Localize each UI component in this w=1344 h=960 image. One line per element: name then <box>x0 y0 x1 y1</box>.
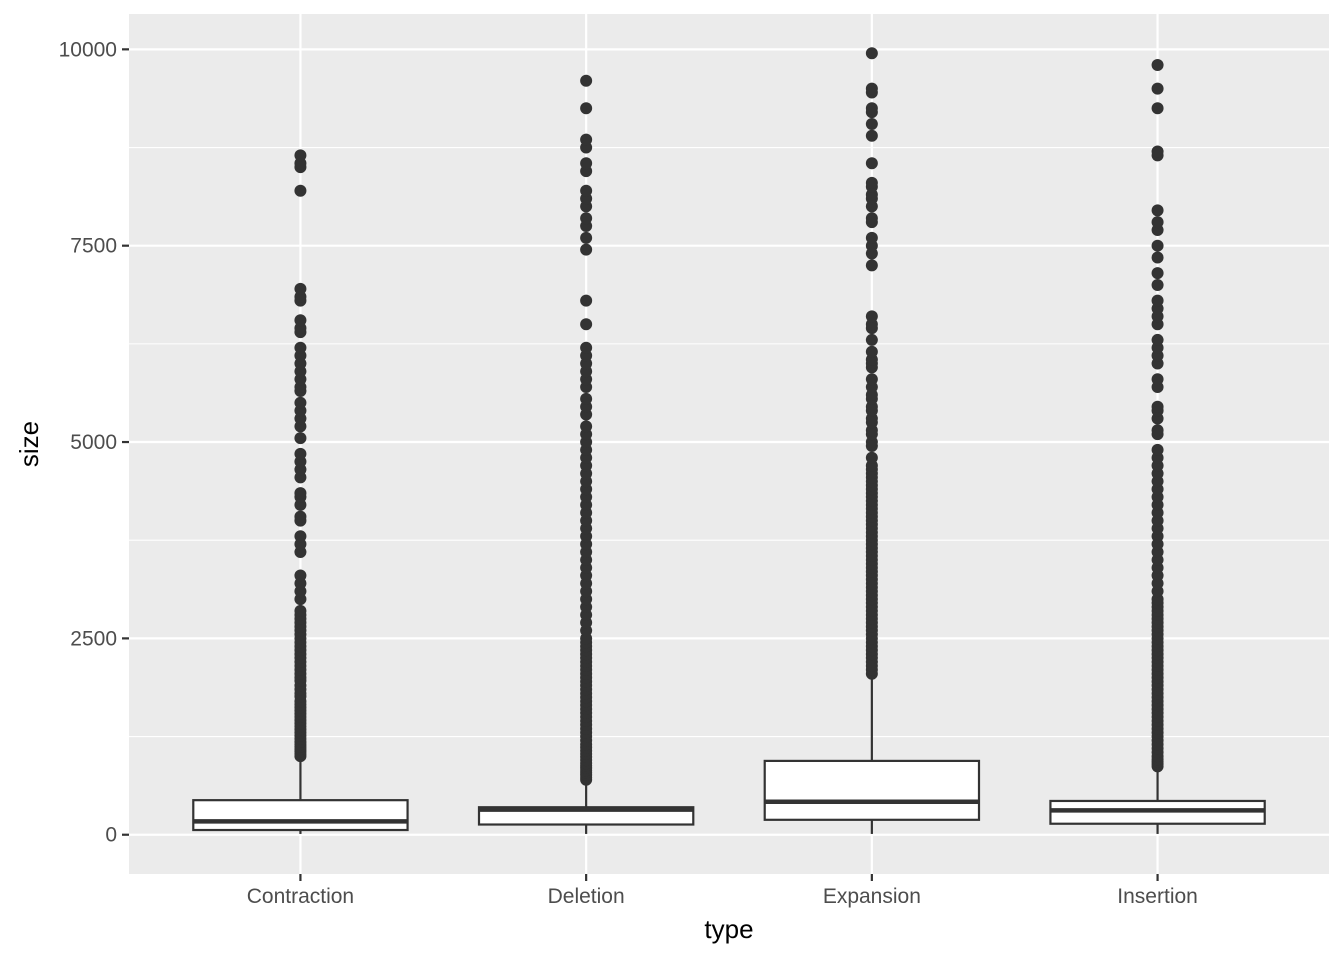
outlier-point <box>1151 400 1164 413</box>
outlier-point <box>1151 294 1164 307</box>
outlier-point <box>865 345 878 358</box>
outlier-point <box>865 373 878 386</box>
minor-gridlines <box>129 146 1329 738</box>
outlier-point <box>865 231 878 244</box>
outlier-point <box>580 341 593 354</box>
outlier-point <box>1151 102 1164 115</box>
outlier-point <box>580 212 593 225</box>
outlier-point <box>865 212 878 225</box>
outlier-point <box>865 47 878 60</box>
outlier-point <box>865 157 878 170</box>
y-tick-label: 0 <box>105 824 117 847</box>
outlier-point <box>294 487 307 500</box>
outlier-point <box>865 333 878 346</box>
outlier-point <box>580 102 593 115</box>
x-tick-label: Insertion <box>1117 885 1198 908</box>
y-tick-label: 10000 <box>59 38 117 61</box>
boxplot-series <box>192 47 1266 834</box>
outlier-point <box>1151 82 1164 95</box>
outlier-point <box>294 282 307 295</box>
outlier-point <box>865 451 878 464</box>
outlier-point <box>294 314 307 327</box>
outlier-point <box>865 82 878 95</box>
outlier-point <box>865 259 878 272</box>
box <box>192 799 409 832</box>
outlier-point <box>865 129 878 142</box>
outlier-point <box>580 74 593 87</box>
outlier-point <box>1151 216 1164 229</box>
box-group-deletion <box>477 74 695 834</box>
outlier-point <box>1151 239 1164 252</box>
outlier-point <box>1151 145 1164 158</box>
outlier-point <box>580 184 593 197</box>
x-tick-label: Contraction <box>247 885 354 908</box>
outlier-point <box>1151 204 1164 217</box>
outlier-point <box>580 133 593 146</box>
outlier-point <box>294 396 307 409</box>
x-tick-label: Expansion <box>823 885 921 908</box>
outlier-point <box>1151 267 1164 280</box>
outlier-point <box>294 530 307 543</box>
box-group-insertion <box>1049 59 1266 834</box>
box <box>763 759 981 821</box>
outlier-point <box>294 149 307 162</box>
outlier-point <box>294 432 307 445</box>
y-tick-label: 5000 <box>70 431 117 454</box>
y-axis-title: size <box>14 421 44 467</box>
outlier-point <box>294 447 307 460</box>
box-group-contraction <box>192 149 409 834</box>
y-tick-label: 7500 <box>70 235 117 258</box>
outlier-point <box>1151 59 1164 72</box>
outlier-point <box>294 604 307 617</box>
outlier-point <box>294 510 307 523</box>
outlier-point <box>580 420 593 433</box>
outlier-point <box>580 243 593 256</box>
outlier-point <box>1151 443 1164 456</box>
outlier-point <box>1151 251 1164 264</box>
outlier-point <box>294 569 307 582</box>
x-axis-title: type <box>704 914 753 944</box>
y-axis: 0 2500 5000 7500 10000 <box>59 38 129 847</box>
outlier-point <box>580 392 593 405</box>
outlier-point <box>1151 373 1164 386</box>
x-axis: Contraction Deletion Expansion Insertion <box>247 874 1198 908</box>
y-tick-label: 2500 <box>70 627 117 650</box>
outlier-point <box>580 157 593 170</box>
outlier-point <box>865 176 878 189</box>
outlier-point <box>580 294 593 307</box>
outlier-point <box>294 341 307 354</box>
box-group-expansion <box>763 47 981 834</box>
outlier-point <box>580 318 593 331</box>
outlier-point <box>865 102 878 115</box>
outlier-point <box>1151 333 1164 346</box>
outlier-point <box>1151 278 1164 291</box>
plot-panel <box>129 14 1329 874</box>
x-tick-label: Deletion <box>548 885 625 908</box>
outlier-point <box>865 117 878 130</box>
outlier-point <box>865 310 878 323</box>
outlier-point <box>580 231 593 244</box>
outlier-point <box>1151 424 1164 437</box>
outlier-point <box>294 184 307 197</box>
